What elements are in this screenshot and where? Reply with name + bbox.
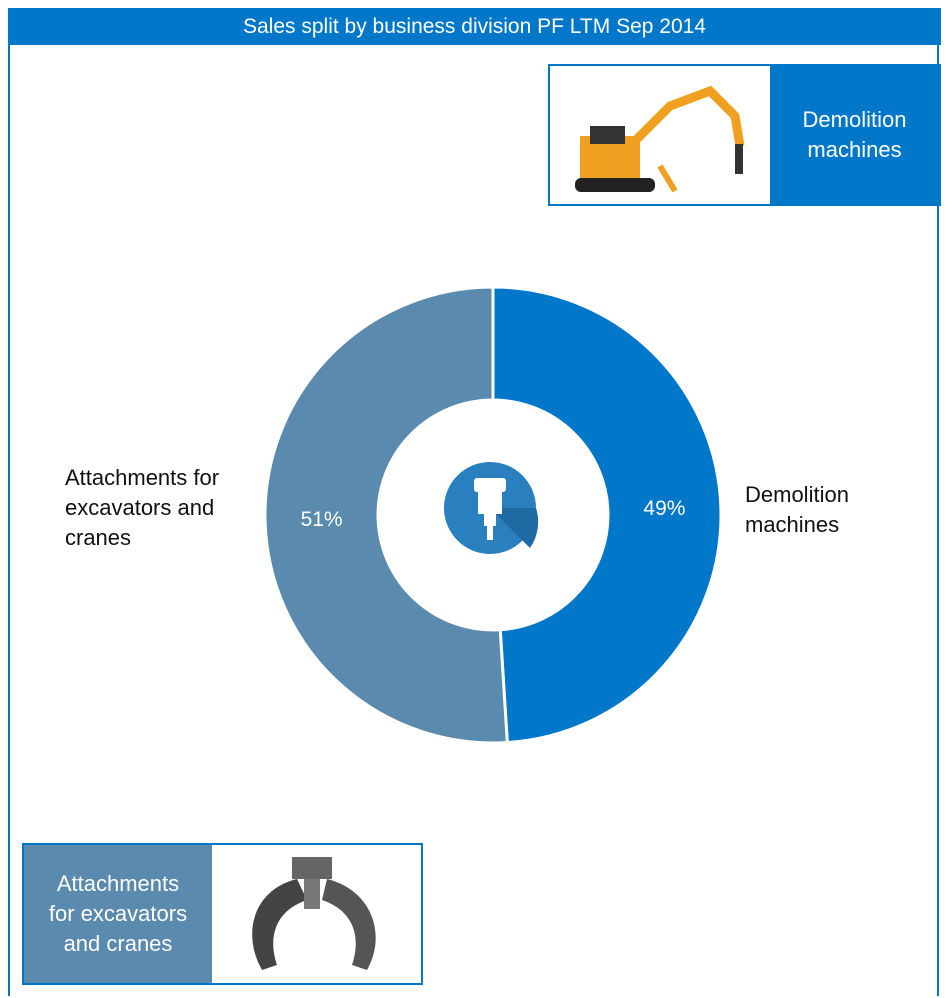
chart-title: Sales split by business division PF LTM …: [8, 8, 941, 45]
frame: [8, 8, 939, 996]
legend-text: Demolition machines: [770, 66, 939, 204]
legend-text: Attachments for excavators and cranes: [24, 845, 212, 983]
center-icon: [444, 462, 539, 554]
slice: [263, 285, 509, 745]
legend-label: Demolition machines: [802, 107, 907, 162]
legend-box: Demolition machines: [548, 64, 941, 206]
slice-label: Attachments for excavators and cranes: [65, 465, 220, 550]
machine-image: [575, 85, 745, 193]
slice: [491, 285, 723, 745]
data-label: 49%: [643, 497, 685, 520]
legend-label: Attachments for excavators and cranes: [48, 871, 188, 956]
slice-label: Demolition machines: [745, 482, 849, 537]
grapple-image: [252, 857, 376, 970]
legend-box: Attachments for excavators and cranes: [22, 843, 423, 985]
data-label: 51%: [301, 508, 343, 531]
